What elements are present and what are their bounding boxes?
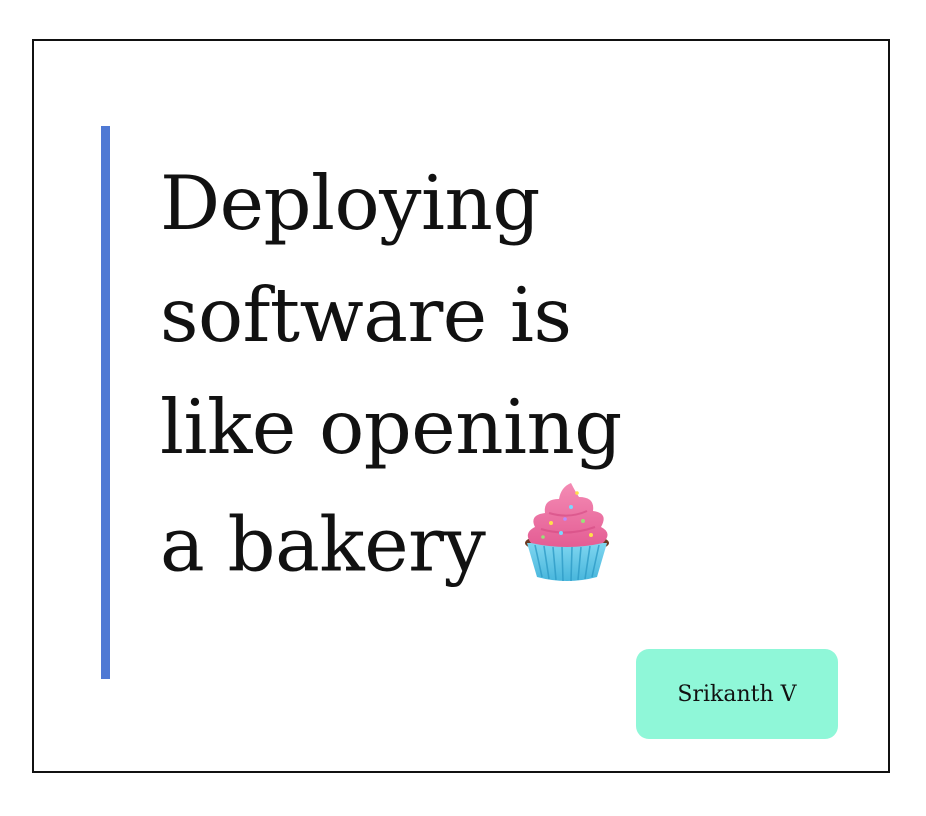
author-name: Srikanth V [677,681,797,707]
headline-line-2: software is [160,271,572,359]
headline-line-1: Deploying [160,159,540,247]
quote-card: Deploying software is like opening a bak… [32,39,890,773]
headline: Deploying software is like opening a bak… [160,147,622,619]
headline-line-3: like opening [160,383,622,471]
headline-line-4-text: a bakery [160,500,486,589]
accent-bar [101,126,110,679]
author-badge: Srikanth V [636,649,838,739]
headline-line-4: a bakery [160,483,622,619]
cupcake-icon [521,477,613,613]
